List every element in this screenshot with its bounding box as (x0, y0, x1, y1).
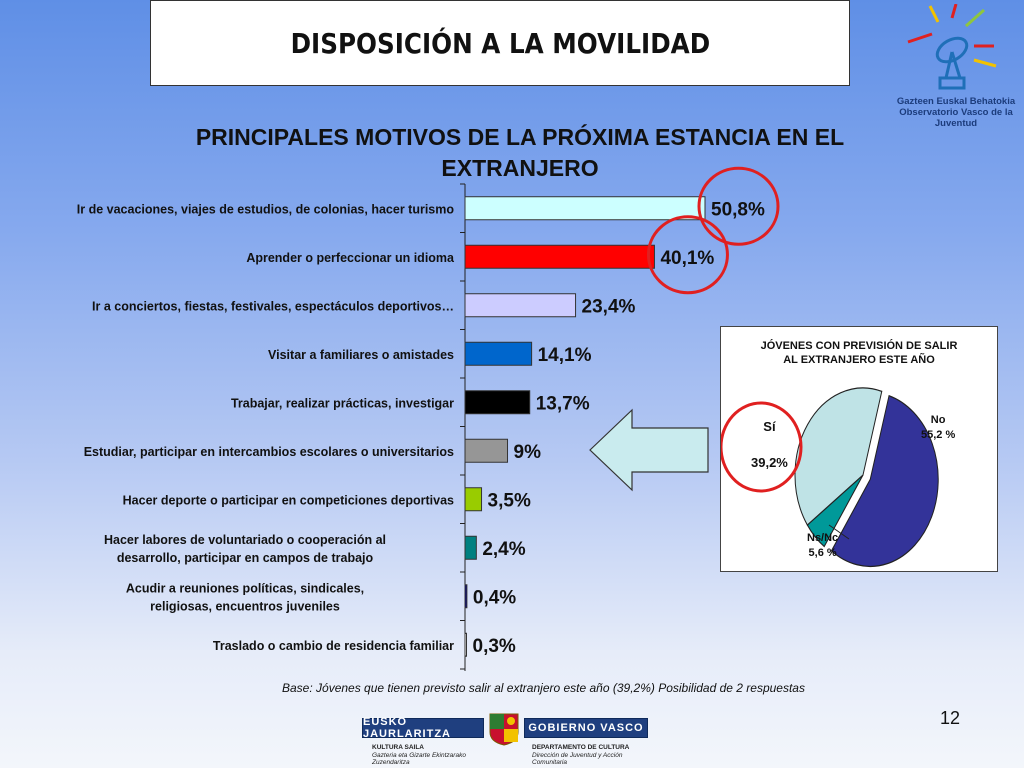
bar-value-label: 40,1% (660, 248, 714, 269)
category-label-line: Aprender o perfeccionar un idioma (246, 251, 455, 265)
footer-dept-right-sub2: Comunitaria (532, 759, 568, 766)
category-label-line: Acudir a reuniones políticas, sindicales… (126, 581, 364, 595)
pie-chart-title: JÓVENES CON PREVISIÓN DE SALIR AL EXTRAN… (721, 339, 997, 367)
footer-dept-left-title: KULTURA SAILA (372, 744, 424, 751)
bar (464, 584, 468, 609)
pie-chart (721, 387, 939, 567)
pie-title-line1: JÓVENES CON PREVISIÓN DE SALIR (760, 340, 958, 352)
category-label: Estudiar, participar en intercambios esc… (84, 445, 454, 459)
bar (464, 341, 533, 366)
bar-value-label: 14,1% (538, 345, 592, 366)
observatory-logo (907, 4, 997, 90)
footer-dept-right-sub1: Dirección de Juventud y Acción (532, 751, 623, 759)
bar-value-label: 50,8% (711, 199, 765, 220)
category-label-line: Ir a conciertos, fiestas, festivales, es… (92, 299, 454, 313)
footer-dept-left-sub1: Gazteria eta Gizarte Ekintzarako (372, 751, 466, 759)
category-label: Trabajar, realizar prácticas, investigar (231, 396, 454, 410)
category-label-line: religiosas, encuentros juveniles (150, 599, 340, 613)
footer-dept-left: KULTURA SAILA Gazteria eta Gizarte Ekint… (372, 744, 466, 767)
bar (464, 196, 706, 221)
pie-label-nsnc-value: 5,6 % (808, 547, 837, 559)
bar-chart-title: PRINCIPALES MOTIVOS DE LA PRÓXIMA ESTANC… (195, 124, 845, 181)
pie-title-line2: AL EXTRANJERO ESTE AÑO (783, 354, 935, 366)
category-label-line: Estudiar, participar en intercambios esc… (84, 445, 454, 459)
bar (464, 390, 531, 415)
bar-value-label: 3,5% (488, 490, 531, 511)
category-label-line: Traslado o cambio de residencia familiar (213, 639, 454, 653)
bar-value-label: 0,4% (473, 587, 516, 608)
category-label: Ir de vacaciones, viajes de estudios, de… (77, 202, 455, 216)
pie-label-nsnc-name: Ns/Nc (807, 532, 839, 544)
category-label-line: Hacer deporte o participar en competicio… (123, 493, 454, 507)
footnote: Base: Jóvenes que tienen previsto salir … (282, 681, 805, 695)
arrow-left-icon (589, 408, 709, 492)
pie-slice (794, 387, 883, 526)
bar (464, 244, 655, 269)
bar-value-label: 9% (514, 442, 542, 463)
category-label: Hacer labores de voluntariado o cooperac… (104, 533, 386, 565)
category-label-line: Trabajar, realizar prácticas, investigar (231, 396, 454, 410)
bar (464, 293, 577, 318)
pie-label-nsnc: Ns/Nc 5,6 % (807, 531, 838, 561)
bar (464, 487, 483, 512)
logo-line2: Observatorio Vasco de la Juventud (899, 107, 1013, 129)
highlight-circle (697, 166, 780, 246)
bar (464, 438, 509, 463)
highlight-circle-si (721, 401, 803, 493)
highlight-circle (646, 215, 729, 295)
category-label: Ir a conciertos, fiestas, festivales, es… (92, 299, 454, 313)
pie-label-si: Sí 39,2% (751, 419, 788, 471)
bar-value-label: 23,4% (582, 296, 636, 317)
category-label-line: Visitar a familiares o amistades (268, 348, 454, 362)
category-label-line: desarrollo, participar en campos de trab… (117, 551, 374, 565)
bar-value-label: 2,4% (482, 539, 525, 560)
pie-label-no-name: No (930, 414, 946, 426)
pie-label-no-value: 55,2 % (921, 429, 956, 441)
footer-banner-left: EUSKO JAURLARITZA (362, 716, 484, 740)
pie-label-si-name: Sí (763, 419, 776, 434)
page-title-box: DISPOSICIÓN A LA MOVILIDAD (150, 0, 850, 86)
category-label-line: Ir de vacaciones, viajes de estudios, de… (77, 202, 455, 216)
footer-dept-left-sub2: Zuzendaritza (372, 759, 410, 766)
pie-slice (830, 394, 939, 567)
coat-of-arms-icon (489, 713, 519, 746)
bar-chart: 50,8% Ir de vacaciones, viajes de estudio… (77, 166, 780, 671)
category-label: Traslado o cambio de residencia familiar (213, 639, 454, 653)
pie-leader-line (828, 524, 850, 540)
footer-dept-right-title: DEPARTAMENTO DE CULTURA (532, 744, 630, 751)
pie-chart-box: JÓVENES CON PREVISIÓN DE SALIR AL EXTRAN… (720, 326, 998, 572)
pie-label-si-value: 39,2% (751, 455, 788, 470)
page-number: 12 (940, 708, 961, 728)
logo-text: Gazteen Euskal Behatokia Observatorio Va… (888, 96, 1024, 129)
page-title: DISPOSICIÓN A LA MOVILIDAD (290, 26, 710, 60)
bar-value-label: 13,7% (536, 393, 590, 414)
category-label: Acudir a reuniones políticas, sindicales… (126, 581, 364, 613)
bar (464, 535, 477, 560)
category-label: Aprender o perfeccionar un idioma (246, 251, 455, 265)
category-label: Visitar a familiares o amistades (268, 348, 454, 362)
pie-label-no: No 55,2 % (921, 413, 955, 443)
bar-value-label: 0,3% (473, 636, 516, 657)
category-label-line: Hacer labores de voluntariado o cooperac… (104, 533, 386, 547)
logo-line1: Gazteen Euskal Behatokia (896, 96, 1016, 107)
category-label: Hacer deporte o participar en competicio… (123, 493, 454, 507)
footer-banner-right: GOBIERNO VASCO (524, 718, 648, 738)
footer-dept-right: DEPARTAMENTO DE CULTURA Dirección de Juv… (532, 744, 629, 767)
bar (464, 632, 467, 657)
